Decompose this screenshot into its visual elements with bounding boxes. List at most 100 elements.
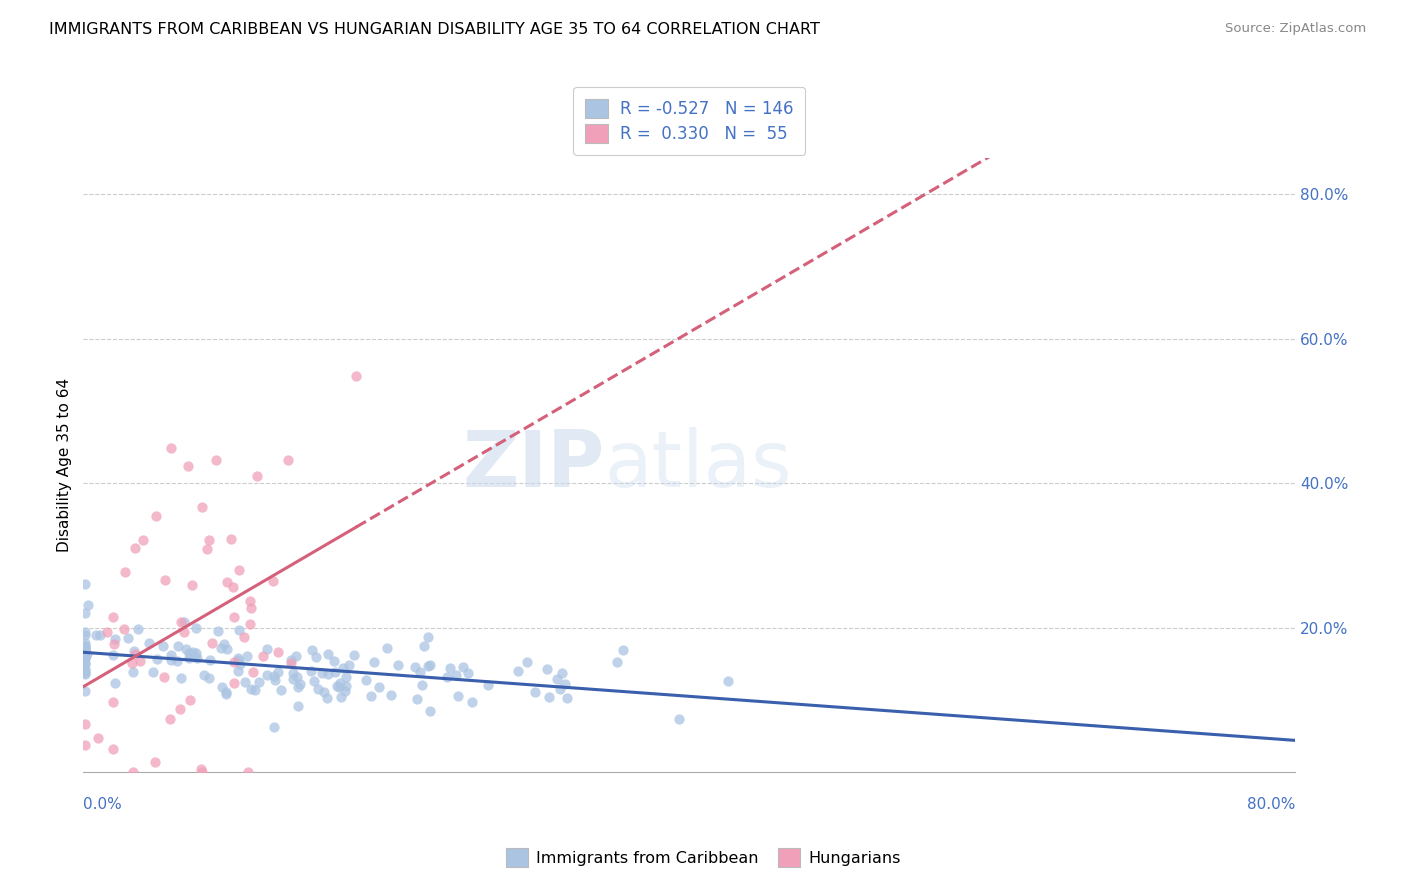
Point bbox=[305, 649, 328, 664]
Point bbox=[238, 616, 260, 631]
Point bbox=[160, 653, 183, 667]
Point bbox=[323, 665, 346, 679]
Point bbox=[233, 631, 256, 645]
Point bbox=[267, 665, 290, 679]
Point bbox=[73, 640, 96, 655]
Point bbox=[73, 639, 96, 653]
Point bbox=[73, 628, 96, 642]
Point bbox=[368, 680, 391, 694]
Point bbox=[104, 632, 127, 647]
Point bbox=[224, 610, 246, 624]
Point bbox=[190, 762, 212, 776]
Point bbox=[212, 638, 235, 652]
Point bbox=[73, 739, 96, 753]
Point bbox=[335, 684, 357, 698]
Point bbox=[536, 662, 558, 676]
Point bbox=[329, 676, 352, 690]
Point bbox=[457, 665, 479, 680]
Point bbox=[152, 639, 174, 653]
Point bbox=[221, 581, 243, 595]
Point bbox=[285, 670, 308, 684]
Point bbox=[413, 640, 436, 654]
Text: ZIP: ZIP bbox=[463, 427, 605, 503]
Point bbox=[193, 667, 215, 681]
Point bbox=[103, 637, 125, 651]
Point bbox=[117, 631, 139, 645]
Point bbox=[173, 615, 195, 629]
Point bbox=[124, 647, 146, 661]
Point bbox=[73, 657, 96, 671]
Point bbox=[112, 622, 135, 636]
Point bbox=[316, 691, 339, 706]
Point bbox=[506, 665, 529, 679]
Point bbox=[73, 643, 96, 657]
Point bbox=[200, 653, 222, 667]
Point bbox=[287, 680, 309, 694]
Point bbox=[167, 640, 190, 654]
Point bbox=[214, 685, 236, 699]
Point bbox=[73, 577, 96, 591]
Point bbox=[197, 542, 219, 557]
Point bbox=[326, 679, 349, 693]
Point bbox=[73, 649, 96, 664]
Point bbox=[263, 720, 285, 734]
Point bbox=[356, 673, 378, 687]
Point bbox=[76, 647, 98, 661]
Point bbox=[247, 674, 270, 689]
Point bbox=[252, 648, 274, 663]
Point bbox=[73, 650, 96, 665]
Point bbox=[404, 660, 426, 674]
Point bbox=[263, 669, 285, 683]
Point bbox=[416, 659, 439, 673]
Point bbox=[380, 689, 402, 703]
Point bbox=[73, 717, 96, 731]
Point bbox=[267, 645, 290, 659]
Point bbox=[73, 666, 96, 681]
Point bbox=[270, 682, 292, 697]
Text: atlas: atlas bbox=[605, 427, 792, 503]
Point bbox=[211, 680, 233, 694]
Point bbox=[73, 657, 96, 671]
Point bbox=[114, 565, 136, 579]
Point bbox=[406, 692, 429, 706]
Point bbox=[557, 690, 579, 705]
Point bbox=[177, 646, 200, 660]
Point bbox=[461, 695, 484, 709]
Point bbox=[235, 648, 257, 663]
Point bbox=[337, 658, 360, 673]
Point bbox=[124, 541, 146, 555]
Point bbox=[411, 678, 433, 692]
Point bbox=[177, 650, 200, 665]
Point bbox=[73, 640, 96, 655]
Point bbox=[285, 648, 308, 663]
Point bbox=[409, 665, 432, 679]
Point bbox=[451, 660, 474, 674]
Point bbox=[439, 661, 461, 675]
Point bbox=[104, 676, 127, 690]
Point bbox=[145, 508, 167, 523]
Point bbox=[89, 628, 111, 642]
Text: IMMIGRANTS FROM CARIBBEAN VS HUNGARIAN DISABILITY AGE 35 TO 64 CORRELATION CHART: IMMIGRANTS FROM CARIBBEAN VS HUNGARIAN D… bbox=[49, 22, 820, 37]
Point bbox=[128, 654, 150, 668]
Point bbox=[239, 601, 262, 615]
Point bbox=[96, 625, 118, 640]
Point bbox=[554, 677, 576, 691]
Point bbox=[256, 668, 278, 682]
Point bbox=[198, 671, 221, 685]
Point bbox=[226, 651, 249, 665]
Point bbox=[186, 651, 208, 665]
Point bbox=[233, 675, 256, 690]
Point bbox=[73, 644, 96, 658]
Point bbox=[138, 636, 160, 650]
Point bbox=[184, 646, 207, 660]
Point bbox=[264, 673, 287, 687]
Point bbox=[239, 594, 262, 608]
Point bbox=[418, 631, 440, 645]
Point bbox=[226, 664, 249, 678]
Point bbox=[717, 674, 740, 689]
Text: Source: ZipAtlas.com: Source: ZipAtlas.com bbox=[1226, 22, 1367, 36]
Point bbox=[73, 652, 96, 666]
Point bbox=[277, 452, 299, 467]
Point bbox=[281, 665, 304, 680]
Y-axis label: Disability Age 35 to 64: Disability Age 35 to 64 bbox=[58, 378, 72, 552]
